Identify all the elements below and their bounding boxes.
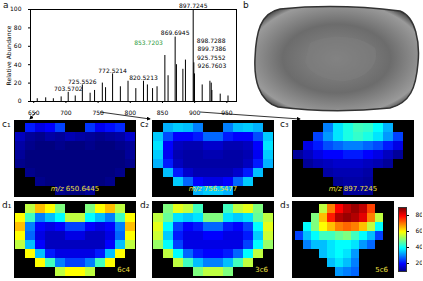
svg-text:20: 20	[416, 259, 423, 266]
html-text:5c6: 5c6	[375, 266, 388, 274]
html-text:6c4: 6c4	[117, 266, 130, 274]
svg-text:40: 40	[14, 61, 22, 68]
svg-text:Relative Abundance: Relative Abundance	[5, 25, 12, 85]
svg-text:900: 900	[189, 109, 201, 115]
svg-text:869.6945: 869.6945	[161, 29, 190, 36]
svg-text:750: 750	[92, 109, 104, 115]
svg-text:0: 0	[18, 97, 22, 104]
svg-text:926.7603: 926.7603	[198, 62, 227, 69]
svg-text:950: 950	[221, 109, 233, 115]
svg-text:703.5702: 703.5702	[54, 85, 83, 92]
html-text:c₃: c₃	[280, 119, 289, 129]
html-text:c₂: c₂	[140, 119, 149, 129]
html-text:3c6: 3c6	[255, 266, 268, 274]
svg-text:820.5213: 820.5213	[129, 74, 158, 81]
html-text:b: b	[243, 0, 249, 10]
svg-text:650: 650	[28, 109, 40, 115]
svg-text:80: 80	[416, 211, 423, 218]
svg-text:850: 850	[157, 109, 169, 115]
html-text:m/z 756.5477: m/z 756.5477	[188, 185, 238, 193]
svg-text:60: 60	[14, 42, 22, 49]
svg-text:925.7552: 925.7552	[197, 54, 226, 61]
html-text:m/z 650.6445: m/z 650.6445	[50, 185, 100, 193]
svg-text:80: 80	[14, 24, 22, 31]
svg-text:60: 60	[416, 227, 423, 234]
html-text:d₂: d₂	[140, 200, 150, 210]
svg-text:898.7288: 898.7288	[197, 37, 226, 44]
html-text:d₃: d₃	[280, 200, 290, 210]
html-text:c₁: c₁	[2, 119, 11, 129]
svg-text:772.5214: 772.5214	[98, 67, 127, 74]
svg-text:725.5526: 725.5526	[68, 78, 97, 85]
svg-text:100: 100	[10, 5, 22, 12]
html-text:d₁: d₁	[2, 200, 12, 210]
svg-text:853.7203: 853.7203	[134, 39, 163, 46]
html-text:m/z 897.7245: m/z 897.7245	[328, 185, 378, 193]
html-text:a: a	[3, 0, 9, 10]
svg-text:20: 20	[14, 79, 22, 86]
svg-text:40: 40	[416, 243, 423, 250]
svg-text:700: 700	[60, 109, 72, 115]
svg-text:800: 800	[125, 109, 137, 115]
svg-text:899.7386: 899.7386	[197, 45, 226, 52]
svg-text:897.7245: 897.7245	[179, 2, 208, 9]
